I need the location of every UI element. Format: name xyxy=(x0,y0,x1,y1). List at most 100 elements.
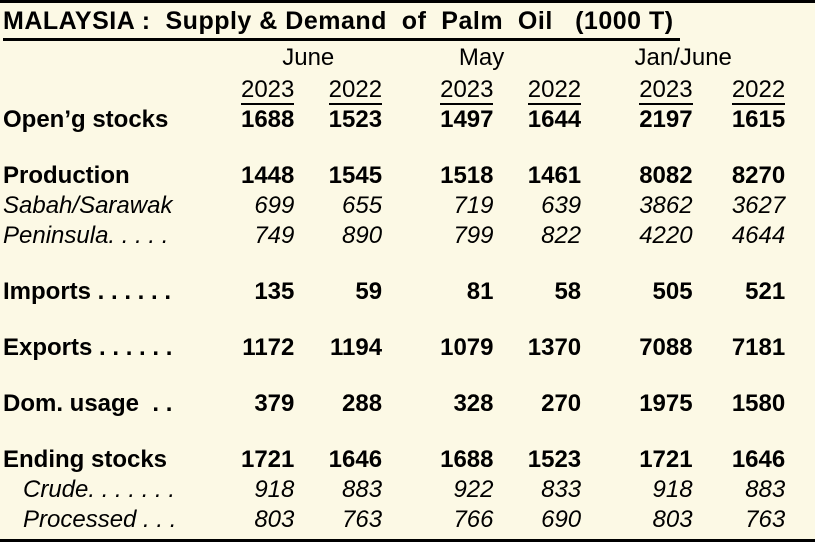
table-row-opening-stocks: Open’g stocks 1688 1523 1497 1644 2197 1… xyxy=(3,105,815,135)
value-cell: 1721 xyxy=(240,446,295,473)
value-cell: 1448 xyxy=(240,162,295,189)
spacer-row xyxy=(3,419,815,445)
empty-cell xyxy=(785,333,815,363)
empty-cell xyxy=(785,389,815,419)
value-cell: 3627 xyxy=(731,192,786,219)
value-cell: 135 xyxy=(254,278,295,305)
year-header: 2023 xyxy=(240,76,295,105)
value-cell: 822 xyxy=(541,222,582,249)
value-cell: 749 xyxy=(254,222,295,249)
value-cell: 1545 xyxy=(328,162,383,189)
value-cell: 1194 xyxy=(329,334,383,361)
year-header: 2022 xyxy=(731,76,786,105)
value-cell: 803 xyxy=(652,506,693,533)
value-cell: 1646 xyxy=(731,446,786,473)
row-label: Imports . . . . . . xyxy=(3,278,172,305)
table-row-peninsula: Peninsula. . . . . 749 890 799 822 4220 … xyxy=(3,221,815,251)
group-header-may: May xyxy=(458,44,505,71)
row-label: Exports . . . . . . xyxy=(3,334,173,361)
table-row-imports: Imports . . . . . . 135 59 81 58 505 521 xyxy=(3,277,815,307)
table-row-exports: Exports . . . . . . 1172 1194 1079 1370 … xyxy=(3,333,815,363)
value-cell: 1518 xyxy=(440,162,494,189)
year-header: 2023 xyxy=(639,76,693,105)
empty-cell xyxy=(785,475,815,505)
empty-cell xyxy=(785,445,815,475)
empty-cell xyxy=(785,191,815,221)
value-cell: 1688 xyxy=(440,446,494,473)
empty-cell xyxy=(785,43,815,73)
value-cell: 918 xyxy=(652,476,693,503)
title-row: MALAYSIA : Supply & Demand of Palm Oil (… xyxy=(3,7,815,41)
year-header: 2022 xyxy=(527,76,582,105)
value-cell: 1523 xyxy=(328,106,383,133)
row-label: Dom. usage . . xyxy=(3,390,173,417)
spacer-row xyxy=(3,307,815,333)
value-cell: 699 xyxy=(254,192,295,219)
value-cell: 1079 xyxy=(440,334,494,361)
value-cell: 328 xyxy=(453,390,494,417)
value-cell: 883 xyxy=(745,476,786,503)
row-label: Open’g stocks xyxy=(3,106,169,133)
period-group-header-row: June May Jan/June xyxy=(3,43,815,73)
value-cell: 763 xyxy=(342,506,383,533)
value-cell: 7181 xyxy=(731,334,786,361)
supply-demand-table: June May Jan/June 2023 2022 2023 2022 20… xyxy=(3,43,815,535)
value-cell: 4220 xyxy=(639,222,693,249)
empty-cell xyxy=(785,161,815,191)
empty-cell xyxy=(785,505,815,535)
row-label: Sabah/Sarawak xyxy=(3,192,173,219)
value-cell: 655 xyxy=(342,192,383,219)
value-cell: 59 xyxy=(355,278,383,305)
value-cell: 803 xyxy=(254,506,295,533)
empty-cell xyxy=(3,43,234,73)
page-title: MALAYSIA : Supply & Demand of Palm Oil (… xyxy=(3,7,680,41)
value-cell: 918 xyxy=(254,476,295,503)
row-label: Processed . . . xyxy=(23,506,177,533)
empty-cell xyxy=(785,221,815,251)
value-cell: 7088 xyxy=(639,334,693,361)
value-cell: 1975 xyxy=(639,390,693,417)
row-label: Production xyxy=(3,162,130,189)
year-header: 2023 xyxy=(440,76,494,105)
empty-cell xyxy=(785,73,815,105)
value-cell: 639 xyxy=(541,192,582,219)
table-row-sabah-sarawak: Sabah/Sarawak 699 655 719 639 3862 3627 xyxy=(3,191,815,221)
value-cell: 1461 xyxy=(527,162,582,189)
value-cell: 763 xyxy=(745,506,786,533)
table-row-ending-stocks: Ending stocks 1721 1646 1688 1523 1721 1… xyxy=(3,445,815,475)
value-cell: 1172 xyxy=(242,334,295,361)
value-cell: 1523 xyxy=(527,446,582,473)
table-row-processed: Processed . . . 803 763 766 690 803 763 xyxy=(3,505,815,535)
table-row-production: Production 1448 1545 1518 1461 8082 8270 xyxy=(3,161,815,191)
value-cell: 890 xyxy=(342,222,383,249)
row-label: Peninsula. . . . . xyxy=(3,222,169,249)
value-cell: 3862 xyxy=(639,192,693,219)
empty-cell xyxy=(785,277,815,307)
value-cell: 922 xyxy=(453,476,494,503)
value-cell: 1370 xyxy=(527,334,582,361)
value-cell: 8082 xyxy=(639,162,693,189)
group-header-june: June xyxy=(282,44,335,71)
value-cell: 1580 xyxy=(731,390,786,417)
value-cell: 58 xyxy=(554,278,582,305)
value-cell: 833 xyxy=(541,476,582,503)
row-label: Crude. . . . . . . xyxy=(23,476,176,503)
value-cell: 766 xyxy=(453,506,494,533)
value-cell: 288 xyxy=(342,390,383,417)
value-cell: 1497 xyxy=(440,106,494,133)
table-row-domestic-usage: Dom. usage . . 379 288 328 270 1975 1580 xyxy=(3,389,815,419)
palm-oil-table-page: MALAYSIA : Supply & Demand of Palm Oil (… xyxy=(0,3,815,539)
empty-cell xyxy=(785,105,815,135)
empty-cell xyxy=(3,73,234,105)
spacer-row xyxy=(3,135,815,161)
value-cell: 1644 xyxy=(527,106,582,133)
value-cell: 505 xyxy=(652,278,693,305)
group-header-jan-june: Jan/June xyxy=(634,44,732,71)
value-cell: 883 xyxy=(342,476,383,503)
row-label: Ending stocks xyxy=(3,446,168,473)
value-cell: 521 xyxy=(745,278,786,305)
year-header: 2022 xyxy=(328,76,383,105)
value-cell: 2197 xyxy=(639,106,693,133)
value-cell: 690 xyxy=(541,506,582,533)
value-cell: 1615 xyxy=(731,106,786,133)
